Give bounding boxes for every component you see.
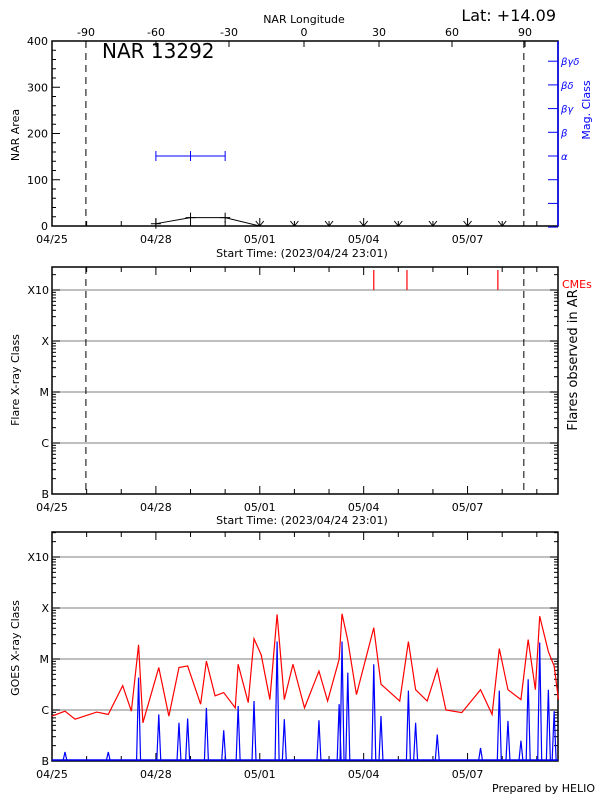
mag-class-tick-label: βγ (560, 105, 574, 116)
area-zero-marker (290, 220, 299, 227)
mag-class-tick-label: βγδ (560, 57, 579, 68)
class-tick-label: X (41, 335, 49, 348)
goes-short-channel-spike (371, 664, 377, 762)
class-tick-label: C (41, 704, 49, 717)
class-tick-label: B (41, 488, 49, 501)
plot-frame (51, 531, 559, 762)
goes-short-channel-spike (413, 722, 419, 762)
goes-short-channel-spike (405, 690, 411, 762)
longitude-tick-label: 0 (301, 26, 308, 39)
goes-short-channel-spike (537, 642, 543, 762)
latitude-label: Lat: +14.09 (461, 6, 556, 25)
flares-observed-ylabel: Flares observed in AR (566, 289, 581, 430)
longitude-tick-label: -60 (147, 26, 165, 39)
area-zero-marker (359, 220, 369, 227)
area-zero-marker (428, 220, 438, 227)
goes-short-channel-spike (105, 751, 111, 762)
goes-short-channel-spike (545, 689, 551, 762)
area-zero-marker (255, 220, 265, 227)
y-tick-label: 0 (41, 220, 48, 233)
flare-class-ylabel: Flare X-ray Class (9, 334, 22, 426)
goes-short-channel-spike (251, 700, 257, 762)
class-tick-label: M (40, 386, 50, 399)
longitude-tick-label: 90 (518, 26, 532, 39)
goes-short-channel-spike (551, 711, 557, 762)
goes-short-channel-spike (518, 740, 524, 762)
goes-short-channel-spike (156, 714, 162, 762)
class-tick-label: M (40, 653, 50, 666)
goes-short-channel-spike (185, 718, 191, 762)
y-tick-label: 300 (27, 81, 48, 94)
x-tick-label: 04/25 (36, 233, 68, 246)
x-tick-label: 05/04 (348, 233, 380, 246)
area-point (220, 212, 231, 223)
x-tick-label: 04/25 (36, 501, 68, 514)
goes-short-channel-spike (135, 677, 142, 762)
longitude-tick-label: 30 (372, 26, 386, 39)
x-tick-label: 05/07 (452, 233, 484, 246)
plot-frame (51, 266, 559, 495)
top-axis-title: NAR Longitude (263, 13, 345, 26)
goes-short-channel-spike (274, 641, 280, 762)
x-tick-label: 04/28 (140, 501, 172, 514)
area-point (150, 218, 161, 229)
class-tick-label: X10 (27, 551, 49, 564)
goes-short-channel-spike (505, 720, 511, 762)
class-tick-label: C (41, 437, 49, 450)
x-tick-label: 05/07 (452, 501, 484, 514)
mag-class-ylabel: Mag. Class (580, 80, 593, 139)
longitude-tick-label: -30 (220, 26, 238, 39)
cmes-label: CMEs (562, 278, 592, 291)
x-tick-label: 05/04 (348, 768, 380, 781)
mag-class-tick-label: β (560, 128, 568, 139)
class-tick-label: X (41, 602, 49, 615)
goes-short-channel-spike (176, 722, 182, 762)
goes-long-channel-line (51, 613, 560, 724)
x-tick-label: 04/28 (140, 233, 172, 246)
y-tick-label: 100 (27, 174, 48, 187)
goes-short-channel-spike (378, 716, 384, 762)
x-tick-label: 04/25 (36, 768, 68, 781)
longitude-tick-label: 60 (445, 26, 459, 39)
goes-short-channel-spike (235, 705, 241, 762)
goes-short-channel-spike (339, 641, 345, 762)
goes-short-channel-spike (316, 720, 322, 762)
flares-xlabel: Start Time: (2023/04/24 23:01) (216, 514, 388, 527)
goes-short-channel-spike (496, 690, 502, 762)
goes-short-channel-spike (221, 730, 227, 762)
goes-short-channel-spike (62, 751, 68, 762)
goes-short-channel-spike (434, 734, 440, 762)
nar-area-ylabel: NAR Area (9, 109, 22, 161)
goes-short-channel-spike (281, 719, 287, 762)
nar-title: NAR 13292 (102, 39, 215, 63)
prepared-by-credit: Prepared by HELIO (492, 782, 595, 795)
goes-short-channel-spike (477, 747, 484, 762)
area-zero-marker (463, 220, 472, 227)
mag-class-tick-label: βδ (560, 81, 574, 92)
x-tick-label: 05/04 (348, 501, 380, 514)
goes-short-channel-spike (525, 679, 531, 762)
longitude-tick-label: -90 (77, 26, 95, 39)
x-tick-label: 05/07 (452, 768, 484, 781)
x-tick-label: 05/01 (244, 501, 276, 514)
nar-xlabel: Start Time: (2023/04/24 23:01) (216, 247, 388, 260)
y-tick-label: 200 (27, 128, 48, 141)
plot-frame (51, 40, 559, 227)
area-zero-marker (324, 220, 334, 227)
x-tick-label: 04/28 (140, 768, 172, 781)
area-zero-marker (497, 220, 507, 227)
y-tick-label: 400 (27, 35, 48, 48)
class-tick-label: B (41, 755, 49, 768)
area-point (185, 212, 196, 223)
mag-class-tick-label: α (561, 152, 568, 163)
x-tick-label: 05/01 (244, 233, 276, 246)
x-tick-label: 05/01 (244, 768, 276, 781)
goes-short-channel-spike (203, 707, 209, 762)
area-zero-marker (393, 220, 403, 227)
class-tick-label: X10 (27, 284, 49, 297)
goes-short-channel-spike (345, 672, 351, 762)
goes-class-ylabel: GOES X-ray Class (9, 600, 22, 696)
